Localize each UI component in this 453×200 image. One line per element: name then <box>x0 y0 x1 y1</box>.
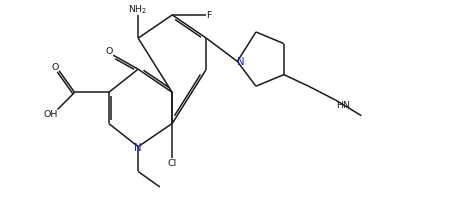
Text: NH$_2$: NH$_2$ <box>128 3 148 16</box>
Text: F: F <box>207 11 212 20</box>
Text: N: N <box>135 142 142 152</box>
Text: OH: OH <box>43 110 58 119</box>
Text: O: O <box>106 47 113 56</box>
Text: Cl: Cl <box>168 158 177 167</box>
Text: O: O <box>52 62 59 71</box>
Text: HN: HN <box>336 101 350 110</box>
Text: N: N <box>237 57 245 67</box>
